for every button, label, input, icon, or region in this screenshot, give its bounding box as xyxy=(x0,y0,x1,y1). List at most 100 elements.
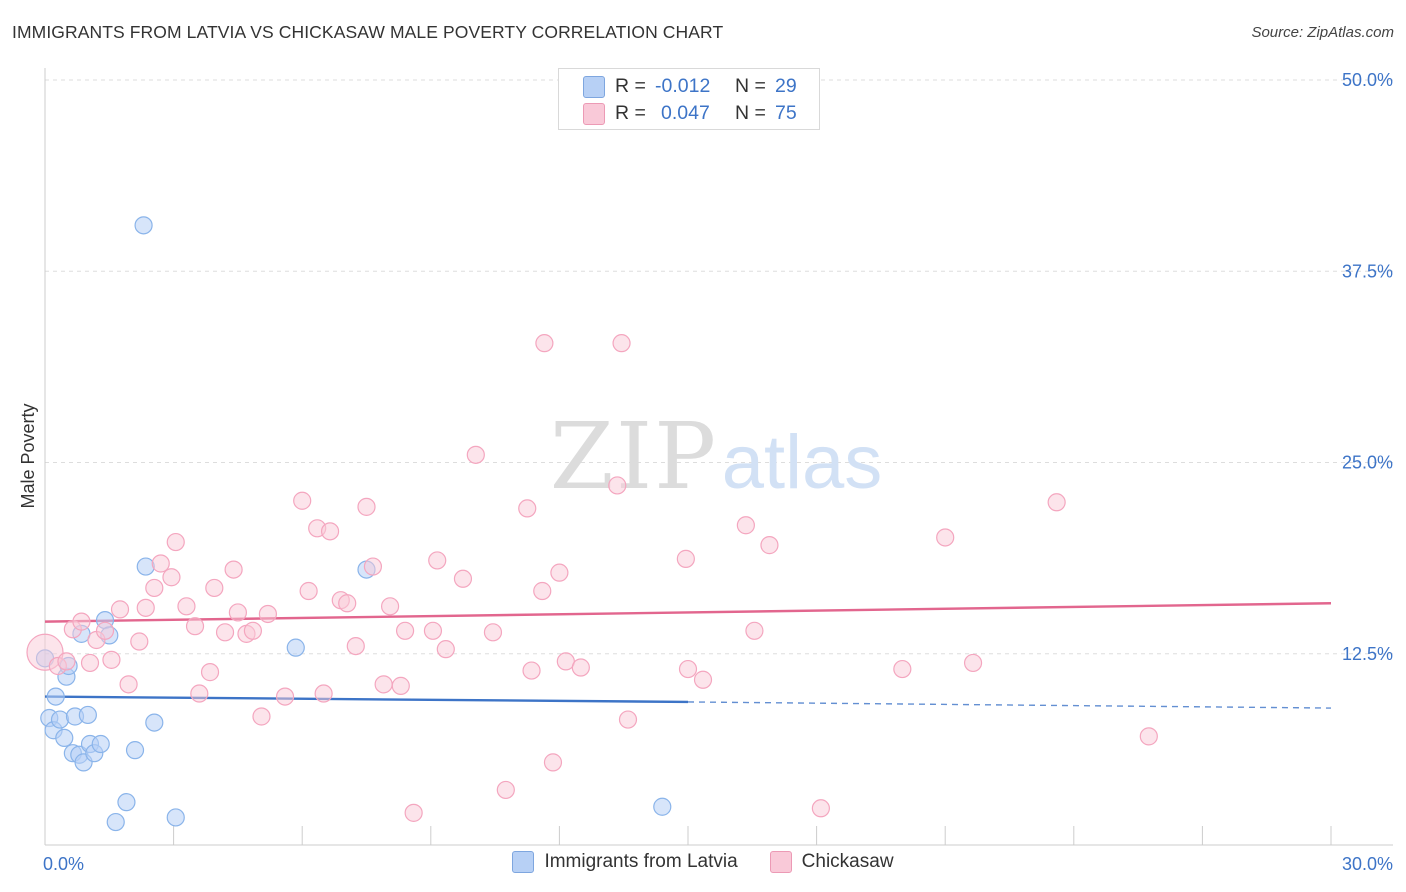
point-latvia xyxy=(106,812,125,832)
point-chickasaw xyxy=(374,675,393,694)
grid-lines xyxy=(45,79,1393,655)
y-tick-label: 50.0% xyxy=(1342,70,1393,90)
point-latvia xyxy=(91,734,110,754)
point-chickasaw xyxy=(453,569,473,588)
point-latvia xyxy=(50,710,70,729)
point-chickasaw xyxy=(811,799,830,818)
r-value-chickasaw: 0.047 xyxy=(661,102,710,124)
point-chickasaw xyxy=(151,554,170,573)
point-chickasaw xyxy=(130,632,149,651)
point-chickasaw xyxy=(533,581,552,601)
legend-item-latvia[interactable]: Immigrants from Latvia xyxy=(512,851,738,873)
chart-title: IMMIGRANTS FROM LATVIA VS CHICKASAW MALE… xyxy=(12,22,724,42)
legend-swatch-latvia xyxy=(512,851,535,873)
y-tick-label: 37.5% xyxy=(1342,261,1393,281)
point-chickasaw xyxy=(535,334,554,353)
point-chickasaw xyxy=(676,549,695,568)
point-chickasaw xyxy=(428,551,447,570)
point-chickasaw xyxy=(963,653,983,673)
point-chickasaw xyxy=(1047,493,1066,512)
point-latvia xyxy=(134,216,153,235)
point-chickasaw xyxy=(893,659,912,679)
point-chickasaw xyxy=(185,617,205,636)
point-chickasaw xyxy=(110,600,130,619)
point-chickasaw xyxy=(95,621,115,640)
point-chickasaw xyxy=(404,803,423,822)
point-chickasaw xyxy=(275,687,295,706)
point-chickasaw xyxy=(736,516,755,535)
point-chickasaw xyxy=(215,623,235,642)
point-chickasaw xyxy=(483,623,503,642)
point-chickasaw xyxy=(166,532,185,552)
r-label: R = xyxy=(615,102,646,124)
point-chickasaw xyxy=(496,780,515,800)
point-chickasaw xyxy=(522,661,541,680)
point-chickasaw xyxy=(745,621,764,640)
point-chickasaw xyxy=(200,663,220,682)
point-chickasaw xyxy=(518,499,537,518)
chart-legend: Immigrants from Latvia Chickasaw xyxy=(0,851,1406,873)
y-tick-label: 25.0% xyxy=(1342,453,1393,473)
point-chickasaw xyxy=(190,684,209,703)
point-chickasaw xyxy=(162,568,181,587)
n-label: N = xyxy=(735,75,766,97)
point-chickasaw xyxy=(72,612,91,631)
y-tick-label: 12.5% xyxy=(1342,644,1393,664)
trend-line-latvia-extension xyxy=(687,701,1332,709)
point-chickasaw xyxy=(145,578,164,598)
point-chickasaw xyxy=(395,621,415,640)
point-chickasaw xyxy=(571,658,590,677)
legend-label-chickasaw: Chickasaw xyxy=(801,851,894,872)
point-chickasaw xyxy=(380,597,400,616)
legend-label-latvia: Immigrants from Latvia xyxy=(544,851,738,872)
watermark-atlas: atlas xyxy=(722,420,883,505)
legend-swatch-chickasaw xyxy=(769,851,792,873)
point-chickasaw xyxy=(618,710,638,729)
r-value-latvia: -0.012 xyxy=(655,75,711,97)
point-chickasaw xyxy=(338,594,357,613)
watermark-zip: ZIP xyxy=(550,403,718,510)
point-chickasaw xyxy=(299,581,318,601)
point-latvia xyxy=(166,808,185,827)
point-chickasaw xyxy=(293,491,312,510)
point-chickasaw xyxy=(1139,727,1158,746)
point-chickasaw xyxy=(391,676,410,695)
point-latvia xyxy=(136,557,155,576)
point-chickasaw xyxy=(936,528,955,547)
point-latvia xyxy=(46,687,65,706)
n-value-chickasaw: 75 xyxy=(775,102,797,124)
point-chickasaw xyxy=(466,445,485,464)
correlation-stats-box: R = -0.012 N = 29 R = 0.047 N = 75 xyxy=(558,68,820,130)
stats-row-chickasaw: R = 0.047 N = 75 xyxy=(583,102,797,125)
n-value-latvia: 29 xyxy=(775,75,797,97)
point-chickasaw xyxy=(136,598,155,617)
stats-row-latvia: R = -0.012 N = 29 xyxy=(583,75,797,98)
point-latvia xyxy=(145,713,164,732)
legend-item-chickasaw[interactable]: Chickasaw xyxy=(769,851,894,873)
swatch-chickasaw xyxy=(583,102,605,125)
point-chickasaw xyxy=(102,650,121,669)
point-latvia xyxy=(653,797,672,816)
point-chickasaw xyxy=(760,536,779,555)
r-label: R = xyxy=(615,75,646,97)
point-chickasaw xyxy=(205,578,224,598)
point-chickasaw xyxy=(177,597,196,616)
point-chickasaw xyxy=(80,653,100,673)
point-chickasaw xyxy=(612,334,631,353)
point-chickasaw xyxy=(608,476,627,495)
source-label: Source: ZipAtlas.com xyxy=(1251,24,1394,41)
point-chickasaw xyxy=(357,497,376,516)
point-latvia xyxy=(286,638,305,657)
point-chickasaw xyxy=(678,659,698,679)
point-chickasaw xyxy=(228,603,247,622)
point-chickasaw xyxy=(320,522,340,541)
point-latvia xyxy=(125,741,145,760)
x-tick-label: 0.0% xyxy=(43,854,84,874)
point-chickasaw xyxy=(363,557,383,576)
point-latvia xyxy=(55,728,74,748)
swatch-latvia xyxy=(583,75,605,98)
watermark: ZIP atlas xyxy=(550,403,882,510)
point-chickasaw xyxy=(314,684,333,703)
point-chickasaw xyxy=(243,621,263,640)
